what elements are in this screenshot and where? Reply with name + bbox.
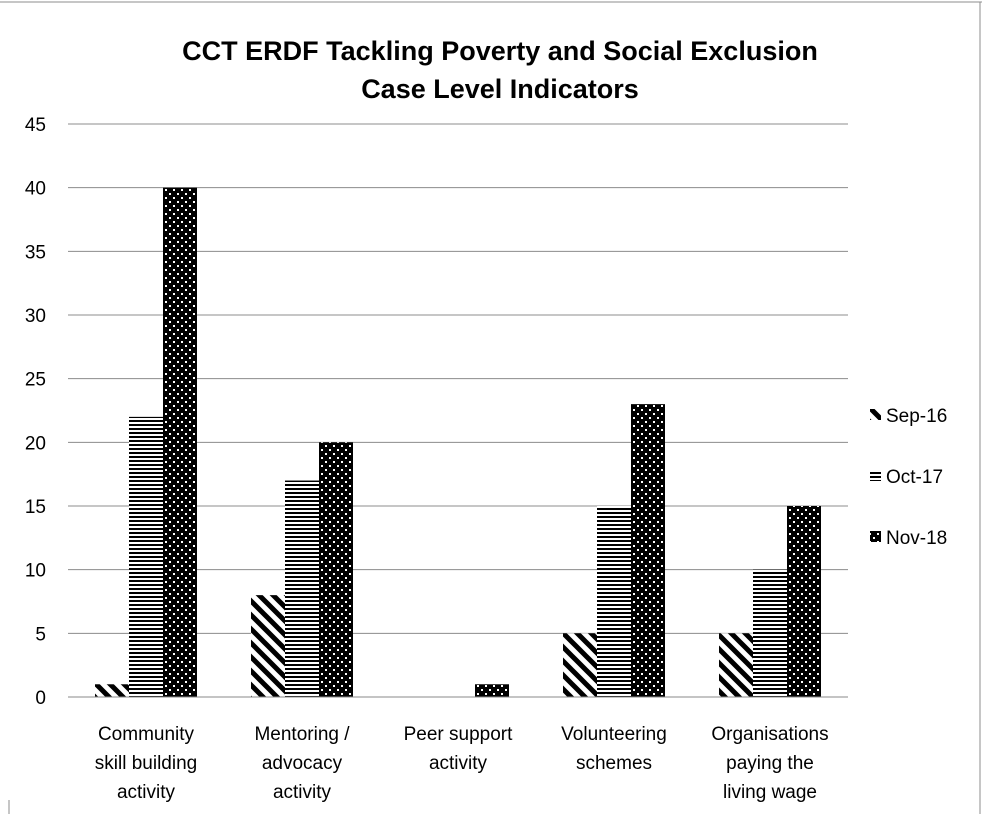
x-category-label: Peer support	[404, 724, 514, 745]
bar-sep-16-4	[719, 633, 753, 697]
x-axis: Community skill building activity Mentoring…	[95, 724, 829, 803]
x-category-label: advocacy	[262, 753, 343, 774]
gridlines	[68, 123, 848, 634]
y-axis: 0 5 10 15 20 25 30 35 40 45	[25, 115, 46, 709]
y-tick-label: 20	[25, 433, 46, 454]
y-tick-label: 30	[25, 306, 46, 327]
legend-swatch-sep-16	[870, 409, 881, 420]
bar-nov-18-1	[319, 442, 353, 697]
bar-oct-17-3	[597, 506, 631, 697]
x-category-label: schemes	[576, 753, 652, 774]
y-tick-label: 0	[35, 688, 46, 709]
bar-nov-18-0	[163, 187, 197, 697]
x-category-label: activity	[117, 782, 176, 803]
x-category-label: skill building	[95, 753, 197, 774]
x-category-label: activity	[273, 782, 332, 803]
bar-sep-16-3	[563, 633, 597, 697]
y-tick-label: 35	[25, 242, 46, 263]
y-tick-label: 45	[25, 115, 46, 136]
y-tick-label: 10	[25, 561, 46, 582]
bar-sep-16-0	[95, 684, 129, 697]
chart-title-line-1: CCT ERDF Tackling Poverty and Social Exc…	[182, 36, 818, 66]
x-category-label: Organisations	[711, 724, 828, 745]
y-tick-label: 5	[35, 624, 46, 645]
legend-swatch-nov-18	[870, 531, 881, 542]
y-tick-label: 25	[25, 370, 46, 391]
bar-oct-17-0	[129, 416, 163, 697]
bars	[95, 187, 821, 697]
legend-swatch-oct-17	[870, 470, 881, 481]
bar-sep-16-1	[251, 595, 285, 697]
x-category-label: Volunteering	[561, 724, 667, 745]
x-category-label: living wage	[723, 782, 817, 803]
legend: Sep-16 Oct-17 Nov-18	[870, 406, 947, 549]
chart-title-line-2: Case Level Indicators	[361, 74, 639, 104]
bar-oct-17-4	[753, 569, 787, 697]
x-category-label: activity	[429, 753, 488, 774]
x-category-label: Mentoring /	[254, 724, 350, 745]
x-category-label: paying the	[726, 753, 814, 774]
legend-label-oct-17: Oct-17	[886, 467, 943, 488]
bar-oct-17-1	[285, 480, 319, 697]
legend-label-nov-18: Nov-18	[886, 528, 947, 549]
bar-nov-18-2	[475, 684, 509, 697]
y-tick-label: 15	[25, 497, 46, 518]
y-tick-label: 40	[25, 179, 46, 200]
bar-nov-18-3	[631, 404, 665, 697]
legend-label-sep-16: Sep-16	[886, 406, 947, 427]
x-category-label: Community	[98, 724, 195, 745]
bar-nov-18-4	[787, 506, 821, 697]
